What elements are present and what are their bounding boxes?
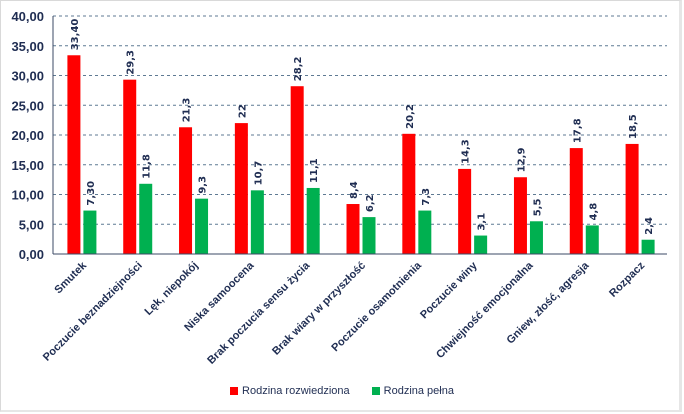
legend: Rodzina rozwiedziona Rodzina pełna <box>0 385 684 397</box>
bar-rozwiedziona <box>458 168 472 254</box>
legend-label: Rodzina rozwiedziona <box>242 385 350 397</box>
x-category-label: Brak poczucia sensu życia <box>205 259 313 367</box>
legend-label: Rodzina pełna <box>383 385 454 397</box>
bar-rozwiedziona <box>513 177 527 254</box>
x-category-label: Brak wiary w przyszłość <box>270 260 368 358</box>
data-label: 3,1 <box>477 213 488 231</box>
bar-pelna <box>418 210 432 254</box>
y-tick-label: 20,00 <box>11 128 44 143</box>
bar-pelna <box>474 235 488 254</box>
bar-pelna <box>83 210 97 254</box>
bar-rozwiedziona <box>402 133 416 254</box>
y-axis-ticks: 0,00 5,00 10,00 15,00 20,00 25,00 30,00 35,00 40… <box>11 9 44 262</box>
x-category-label: Poczucie winy <box>418 259 480 321</box>
data-label: 9,3 <box>198 176 209 194</box>
x-category-label: Poczucie osamotnienia <box>329 259 424 354</box>
legend-item-pelna: Rodzina pełna <box>371 385 454 397</box>
bar-rozwiedziona <box>569 148 583 254</box>
data-label: 29,3 <box>126 50 137 75</box>
data-label: 20,2 <box>405 104 416 129</box>
data-label: 18,5 <box>628 114 639 139</box>
data-label: 6,2 <box>365 194 376 212</box>
y-tick-label: 35,00 <box>11 39 44 54</box>
bar-pelna <box>641 239 655 254</box>
legend-item-rozwiedziona: Rodzina rozwiedziona <box>230 385 350 397</box>
y-tick-label: 40,00 <box>11 9 44 24</box>
x-category-label: Rozpacz <box>607 259 647 299</box>
bar-rozwiedziona <box>179 127 193 254</box>
data-label: 2,4 <box>644 217 655 235</box>
y-tick-label: 10,00 <box>11 188 44 203</box>
data-label: 12,9 <box>516 148 527 173</box>
bar-pelna <box>362 217 376 254</box>
bar-rozwiedziona <box>625 143 639 254</box>
bars <box>67 55 655 255</box>
data-label: 33,40 <box>70 19 81 51</box>
data-label: 28,2 <box>293 56 304 81</box>
x-category-label: Chwiejność emocjonalna <box>434 259 536 361</box>
bar-pelna <box>139 183 153 254</box>
x-category-label: Poczucie beznadziejności <box>41 260 145 364</box>
data-label: 7,3 <box>421 188 432 206</box>
data-label: 10,7 <box>253 161 264 186</box>
data-label: 17,8 <box>572 118 583 143</box>
data-label: 11,1 <box>309 158 320 183</box>
data-label: 5,5 <box>532 199 543 217</box>
bar-pelna <box>250 190 264 254</box>
data-label: 22 <box>237 104 248 118</box>
bar-rozwiedziona <box>290 86 304 255</box>
bar-rozwiedziona <box>234 123 248 254</box>
data-label: 7,30 <box>86 181 97 206</box>
y-tick-label: 5,00 <box>19 217 44 232</box>
y-tick-label: 0,00 <box>19 247 44 262</box>
bar-pelna <box>585 225 599 254</box>
y-tick-label: 25,00 <box>11 98 44 113</box>
data-label: 8,4 <box>349 181 360 199</box>
bar-pelna <box>529 221 543 254</box>
data-label: 21,3 <box>182 98 193 123</box>
bar-rozwiedziona <box>67 55 81 254</box>
bar-pelna <box>306 187 320 254</box>
data-label: 4,8 <box>588 203 599 221</box>
x-category-label: Lęk, niepokój <box>142 260 200 318</box>
y-tick-label: 30,00 <box>11 69 44 84</box>
y-tick-label: 15,00 <box>11 158 44 173</box>
data-labels: 33,40 7,30 29,3 11,8 21,3 9,3 22 10,7 28,2 11,1 8,… <box>70 19 655 235</box>
bar-rozwiedziona <box>346 204 360 254</box>
bar-rozwiedziona <box>123 79 137 254</box>
data-label: 11,8 <box>142 154 153 179</box>
x-category-label: Smutek <box>52 259 89 296</box>
bar-pelna <box>195 198 209 254</box>
legend-swatch-red <box>230 387 239 395</box>
data-label: 14,3 <box>461 139 472 164</box>
gridlines <box>53 15 667 225</box>
legend-swatch-green <box>371 387 380 395</box>
